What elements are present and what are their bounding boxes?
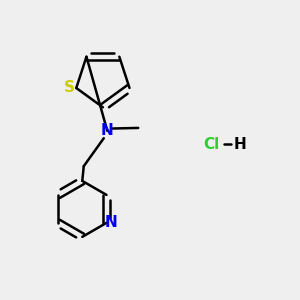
Text: N: N (101, 123, 114, 138)
Text: Cl: Cl (203, 136, 219, 152)
Text: H: H (234, 136, 247, 152)
Text: N: N (104, 215, 117, 230)
Text: S: S (64, 80, 75, 95)
